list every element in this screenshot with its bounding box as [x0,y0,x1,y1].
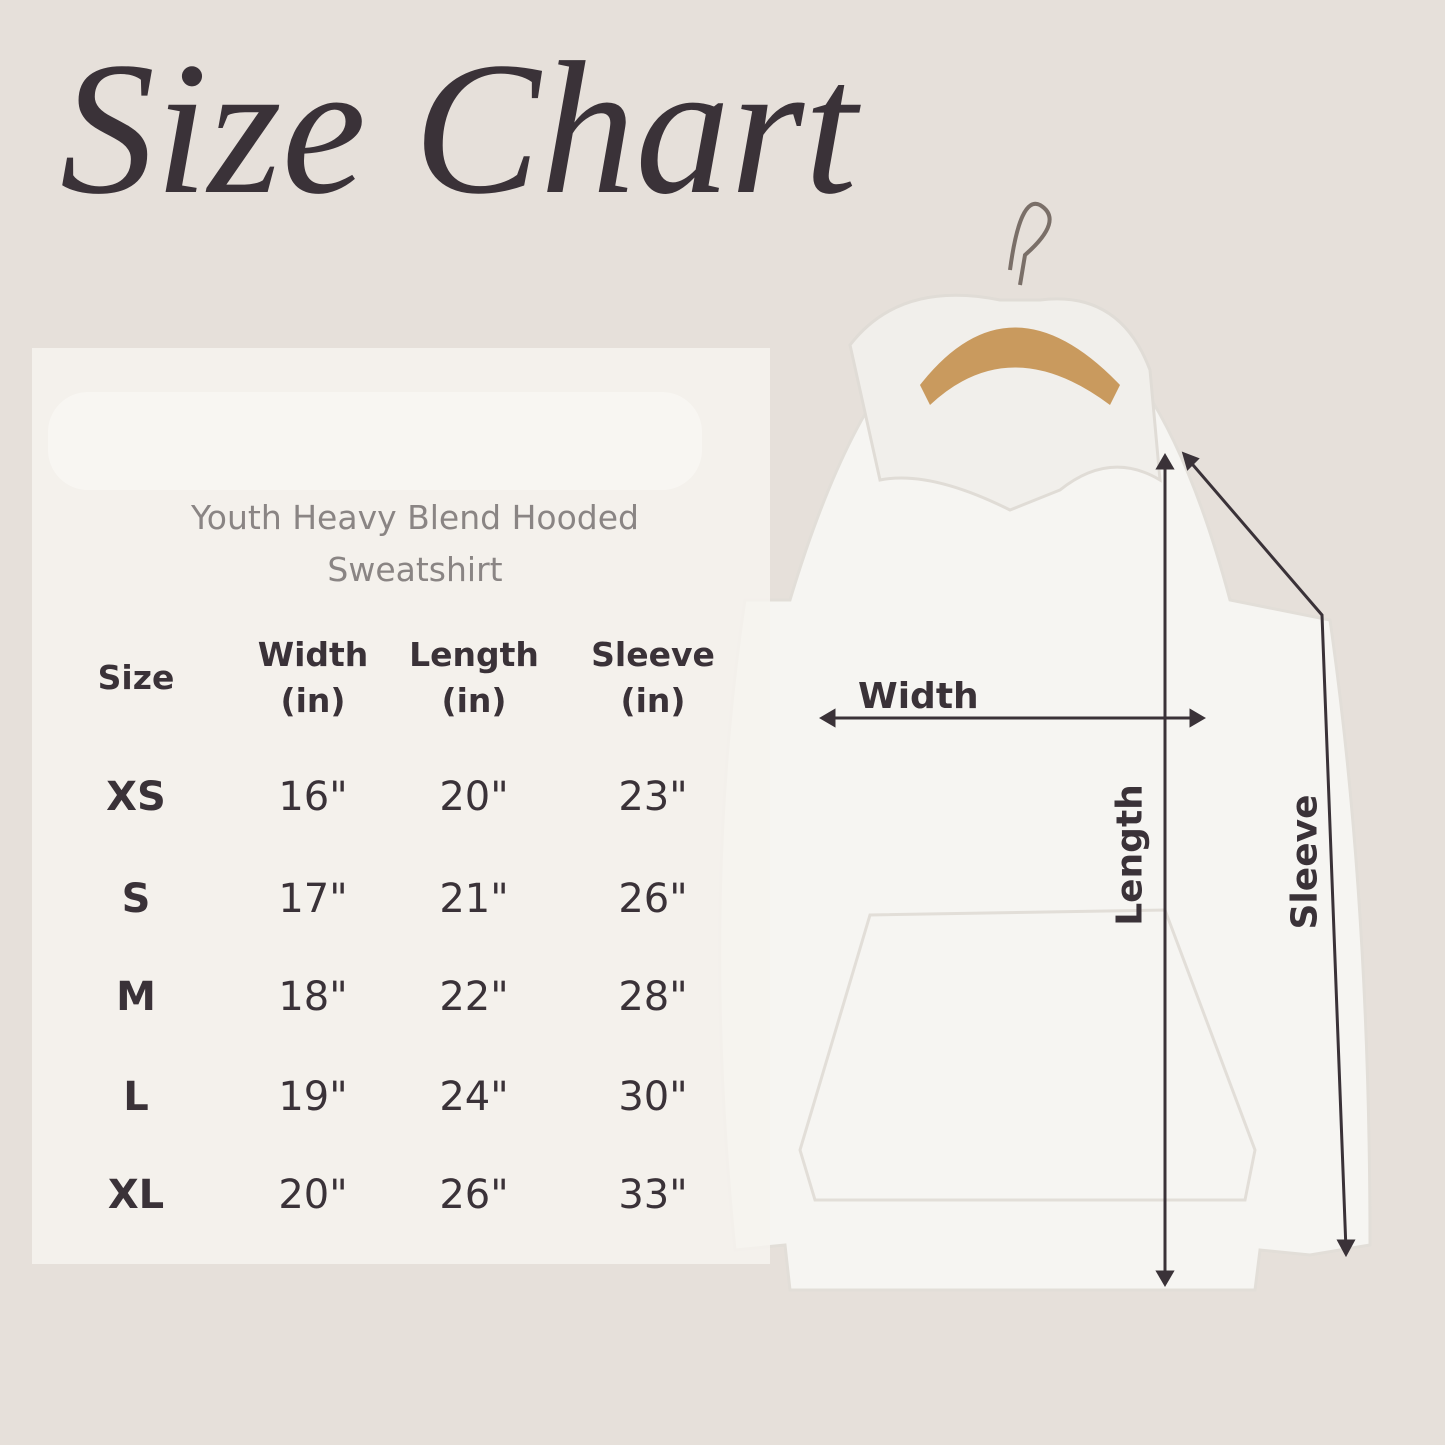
size-cell: XS [106,774,166,820]
measure-cell: 22" [439,974,509,1020]
measure-cell: 30" [618,1074,688,1120]
hanger [920,327,1120,405]
measure-cell: 24" [439,1074,509,1120]
sleeve-label: Sleeve [1284,794,1326,930]
size-cell: S [121,876,151,922]
hanger-hook [1008,201,1052,286]
measure-cell: 20" [439,774,509,820]
measure-cell: 28" [618,974,688,1020]
title: Size Chart [60,24,858,234]
column-header: Size [97,658,175,697]
size-cell: L [123,1074,149,1120]
measure-cell: 26" [618,876,688,922]
size-cell: M [116,974,156,1020]
length-label: Length [1109,784,1151,926]
measure-cell: 21" [439,876,509,922]
column-header: Sleeve (in) [591,635,715,720]
measure-arrows [819,451,1356,1287]
measure-cell: 20" [278,1172,348,1218]
table-panel [32,348,770,1264]
hood [848,293,1162,512]
measure-cell: 23" [618,774,688,820]
measure-cell: 18" [278,974,348,1020]
width-label: Width [858,676,979,717]
column-header: Width (in) [257,635,369,720]
size-cell: XL [107,1172,165,1218]
measure-cell: 26" [439,1172,509,1218]
measure-cell: 17" [278,876,348,922]
measure-cell: 19" [278,1074,348,1120]
measure-cell: 16" [278,774,348,820]
blank-banner [48,392,702,490]
column-header: Length (in) [409,635,539,720]
subtitle: Youth Heavy Blend Hooded Sweatshirt [191,498,639,589]
measure-cell: 33" [618,1172,688,1218]
